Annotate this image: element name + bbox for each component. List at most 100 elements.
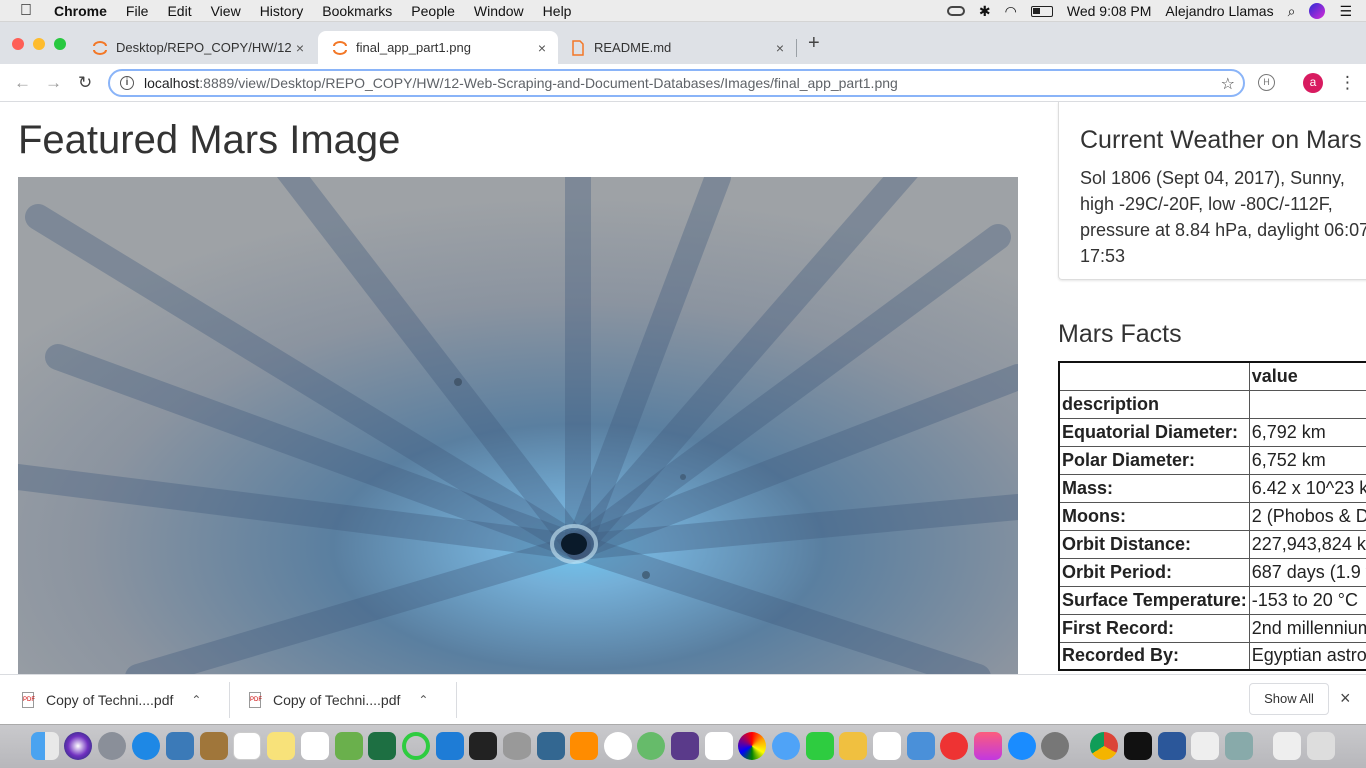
tab-label: README.md — [594, 40, 672, 55]
finder-icon[interactable] — [31, 732, 59, 760]
slack-icon[interactable] — [705, 732, 733, 760]
menu-window[interactable]: Window — [461, 2, 524, 19]
system-preferences-icon[interactable] — [1041, 732, 1069, 760]
close-icon[interactable]: × — [1340, 688, 1351, 708]
menu-history[interactable]: History — [247, 2, 304, 19]
tab-final-app-part1[interactable]: final_app_part1.png × — [318, 31, 558, 64]
tab-close-icon[interactable]: × — [295, 39, 305, 56]
siri-icon[interactable] — [1309, 3, 1326, 19]
database-icon[interactable] — [503, 732, 531, 760]
documents-stack-icon[interactable] — [1273, 732, 1301, 760]
fact-label: First Record: — [1058, 613, 1250, 643]
extension-icon[interactable]: H — [1258, 74, 1275, 91]
notification-center-icon[interactable]: ☰ — [1339, 2, 1352, 19]
stickies-icon[interactable] — [267, 732, 295, 760]
atom-icon[interactable] — [637, 732, 665, 760]
address-bar[interactable]: i localhost:8889/view/Desktop/REPO_COPY/… — [108, 69, 1245, 97]
window-close-button[interactable] — [12, 38, 24, 50]
facts-body: Equatorial Diameter: 6,792 km Polar Diamet… — [1058, 417, 1366, 671]
terminal-icon[interactable] — [1124, 732, 1152, 760]
jupyter-icon — [93, 40, 107, 55]
back-button[interactable]: ← — [14, 73, 31, 92]
siri-icon[interactable] — [64, 732, 92, 760]
keynote-icon[interactable] — [907, 732, 935, 760]
itunes-icon[interactable] — [974, 732, 1002, 760]
keynote-folder-icon[interactable] — [839, 732, 867, 760]
tab-desktop-repo[interactable]: Desktop/REPO_COPY/HW/12-W × — [78, 31, 316, 64]
word-icon[interactable] — [1158, 732, 1186, 760]
launchpad-icon[interactable] — [98, 732, 126, 760]
forward-button[interactable]: → — [45, 73, 62, 92]
app-store-icon[interactable] — [1008, 732, 1036, 760]
excel-icon[interactable] — [368, 732, 396, 760]
user-name[interactable]: Alejandro Llamas — [1165, 3, 1274, 19]
table-cell — [1248, 389, 1366, 419]
document-icon[interactable] — [1191, 732, 1219, 760]
download-divider — [456, 682, 457, 718]
creative-cloud-icon[interactable] — [946, 6, 965, 16]
battery-icon[interactable] — [1030, 5, 1053, 17]
bluetooth-icon[interactable]: ✱ — [978, 2, 991, 19]
fact-value: 6.42 x 10^23 kg — [1248, 473, 1366, 503]
profile-avatar[interactable]: a — [1303, 73, 1323, 93]
apple-menu-icon[interactable]:  — [20, 2, 32, 20]
table-row: Equatorial Diameter: 6,792 km — [1058, 417, 1366, 447]
fact-label: Equatorial Diameter: — [1058, 417, 1250, 447]
file-icon — [572, 39, 584, 56]
chrome-menu-icon[interactable]: ⋮ — [1339, 73, 1356, 92]
tab-close-icon[interactable]: × — [775, 39, 785, 56]
tab-divider — [796, 39, 797, 57]
calendar-icon[interactable] — [233, 732, 261, 760]
trash-icon[interactable] — [1307, 732, 1335, 760]
menu-help[interactable]: Help — [530, 2, 572, 19]
vscode-icon[interactable] — [436, 732, 464, 760]
reload-button[interactable]: ↻ — [78, 73, 93, 92]
featured-mars-image — [18, 177, 1018, 674]
numbers-icon[interactable] — [873, 732, 901, 760]
preview-icon[interactable] — [166, 732, 194, 760]
anaconda-icon[interactable] — [402, 732, 430, 760]
window-zoom-button[interactable] — [54, 38, 66, 50]
postgres-icon[interactable] — [537, 732, 565, 760]
download-item[interactable]: PDF Copy of Techni....pdf ⌃ — [22, 675, 201, 725]
facetime-icon[interactable] — [806, 732, 834, 760]
chevron-up-icon[interactable]: ⌃ — [418, 693, 429, 707]
new-tab-button[interactable]: + — [808, 32, 820, 54]
news-icon[interactable] — [940, 732, 968, 760]
safari-icon[interactable] — [132, 732, 160, 760]
photos-icon[interactable] — [738, 732, 766, 760]
download-filename: Copy of Techni....pdf — [46, 692, 174, 708]
site-info-icon[interactable]: i — [120, 76, 134, 90]
menu-bookmarks[interactable]: Bookmarks — [310, 2, 392, 19]
downloads-folder-icon[interactable] — [1225, 732, 1253, 760]
reminders-icon[interactable] — [301, 732, 329, 760]
show-all-button[interactable]: Show All — [1249, 683, 1329, 715]
sublime-icon[interactable] — [570, 732, 598, 760]
tab-readme[interactable]: README.md × — [556, 31, 796, 64]
bookmark-star-icon[interactable]: ☆ — [1220, 76, 1235, 93]
spotlight-search-icon[interactable]: ⌕ — [1287, 2, 1296, 19]
tab-close-icon[interactable]: × — [537, 39, 547, 56]
url-path: :8889/view/Desktop/REPO_COPY/HW/12-Web-S… — [199, 75, 898, 91]
fact-value: 6,752 km — [1248, 445, 1366, 475]
chevron-up-icon[interactable]: ⌃ — [191, 693, 202, 707]
terminal-icon[interactable] — [469, 732, 497, 760]
wifi-icon[interactable]: ◠ — [1004, 2, 1017, 19]
github-icon[interactable] — [671, 732, 699, 760]
menu-view[interactable]: View — [198, 2, 241, 19]
clock[interactable]: Wed 9:08 PM — [1066, 3, 1152, 19]
maps-icon[interactable] — [335, 732, 363, 760]
download-item[interactable]: PDF Copy of Techni....pdf ⌃ — [249, 675, 428, 725]
messages-icon[interactable] — [772, 732, 800, 760]
download-filename: Copy of Techni....pdf — [273, 692, 401, 708]
table-row: Polar Diameter: 6,752 km — [1058, 445, 1366, 475]
window-minimize-button[interactable] — [33, 38, 45, 50]
chrome-icon[interactable] — [1090, 732, 1118, 760]
menu-edit[interactable]: Edit — [155, 2, 191, 19]
mongodb-icon[interactable] — [604, 732, 632, 760]
notes-book-icon[interactable] — [200, 732, 228, 760]
menu-file[interactable]: File — [113, 2, 149, 19]
fact-label: Moons: — [1058, 501, 1250, 531]
menu-app-name[interactable]: Chrome — [42, 2, 107, 19]
menu-people[interactable]: People — [399, 2, 455, 19]
